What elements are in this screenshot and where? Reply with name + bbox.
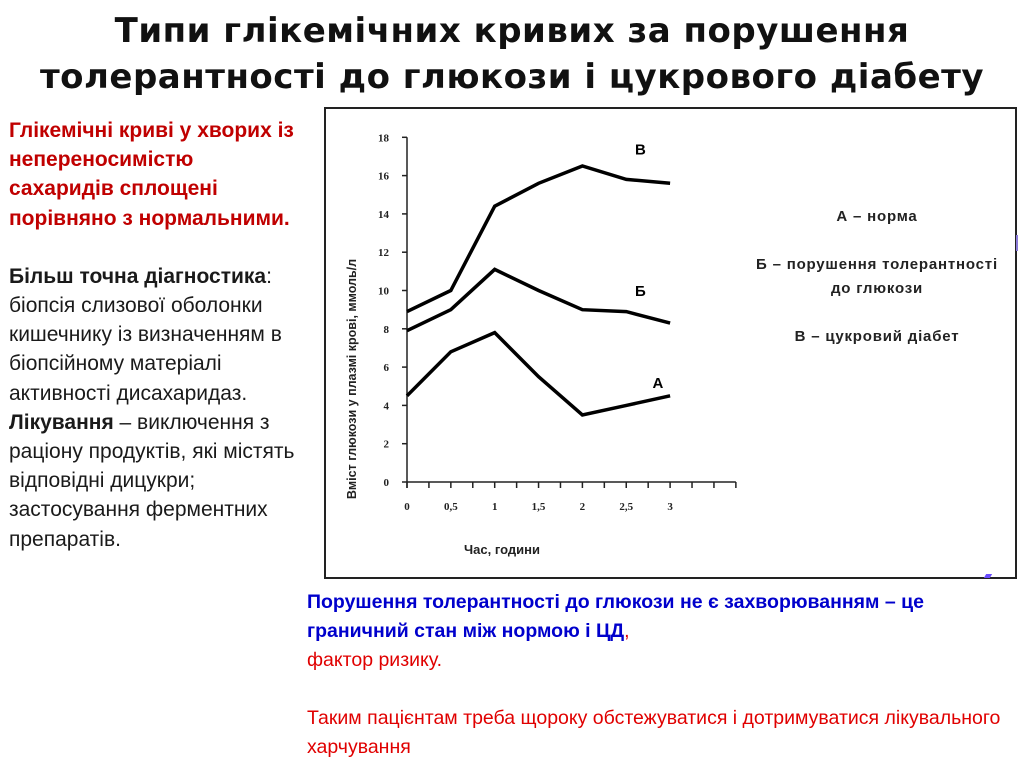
slide-title: Типи глікемічних кривих за порушення тол… — [0, 8, 1024, 100]
left-text-column: Глікемічні криві у хворих із непереносим… — [9, 116, 299, 554]
intro-paragraph: Глікемічні криві у хворих із непереносим… — [9, 119, 294, 230]
x-tick-label: 2,5 — [619, 501, 633, 513]
tolerance-statement: Порушення толерантності до глюкози не є … — [307, 591, 924, 642]
series-line-А — [405, 330, 671, 417]
series-annotation: Б — [635, 283, 646, 300]
y-tick-label: 10 — [378, 286, 390, 298]
chart-frame: 0 2 4 6 8 10 12 14 16 18 0 0,5 1 1,5 2 2,5 3 Час, години В… — [324, 107, 1017, 579]
series-line-В — [406, 164, 671, 314]
recommendation-text: Таким пацієнтам треба щороку обстежувати… — [307, 707, 1001, 758]
diagnostics-text: : біопсія слизової оболонки кишечнику із… — [9, 264, 282, 405]
x-tick-label: 2 — [580, 501, 586, 513]
treatment-text: – виключення з раціону продуктів, які мі… — [9, 410, 295, 551]
legend-item-a: А – норма — [836, 208, 918, 225]
x-axis-label: Час, години — [464, 542, 540, 557]
y-tick-label: 8 — [384, 324, 390, 336]
legend-item-b: Б – порушення толерантності до глюкози — [756, 256, 998, 297]
comma: , — [624, 620, 630, 642]
x-tick-label: 0,5 — [444, 501, 458, 513]
y-tick-label: 2 — [384, 439, 390, 451]
y-tick-label: 18 — [378, 132, 390, 144]
diagnostics-label: Більш точна діагностика — [9, 264, 267, 288]
treatment-label: Лікування — [9, 410, 114, 434]
bottom-paragraph-1: Порушення толерантності до глюкози не є … — [307, 588, 1007, 675]
x-tick-label: 0 — [404, 501, 410, 513]
y-tick-label: 12 — [378, 247, 390, 259]
treatment-paragraph: Лікування – виключення з раціону продукт… — [9, 408, 299, 554]
risk-factor-text: фактор ризику. — [307, 649, 442, 671]
bottom-note: Порушення толерантності до глюкози не є … — [307, 588, 1007, 762]
y-axis-label: Вміст глюкози у плазмі крові, ммоль/л — [345, 259, 359, 499]
series-line-Б — [406, 267, 671, 333]
glycemic-curves-chart: 0 2 4 6 8 10 12 14 16 18 0 0,5 1 1,5 2 2,5 3 Час, години В… — [345, 132, 737, 557]
x-tick-label: 3 — [667, 501, 673, 513]
y-tick-label: 16 — [378, 171, 390, 183]
y-tick-label: 14 — [378, 209, 390, 221]
x-tick-label: 1 — [492, 501, 498, 513]
slide-title-line-1: Типи глікемічних кривих за порушення — [114, 11, 910, 51]
y-tick-label: 6 — [384, 362, 390, 374]
y-tick-label: 0 — [384, 477, 390, 489]
slide-title-line-2: толерантності до глюкози і цукрового діа… — [39, 57, 985, 97]
y-tick-label: 4 — [384, 400, 390, 412]
legend-item-c: В – цукровий діабет — [794, 328, 960, 345]
diagnostics-paragraph: Більш точна діагностика: біопсія слизово… — [9, 262, 299, 408]
decorative-mark — [1016, 235, 1018, 251]
series-annotation: А — [653, 375, 664, 392]
x-tick-label: 1,5 — [532, 501, 546, 513]
chart-legend: А – норма Б – порушення толерантності до… — [752, 205, 1002, 373]
series-annotation: В — [635, 142, 646, 159]
